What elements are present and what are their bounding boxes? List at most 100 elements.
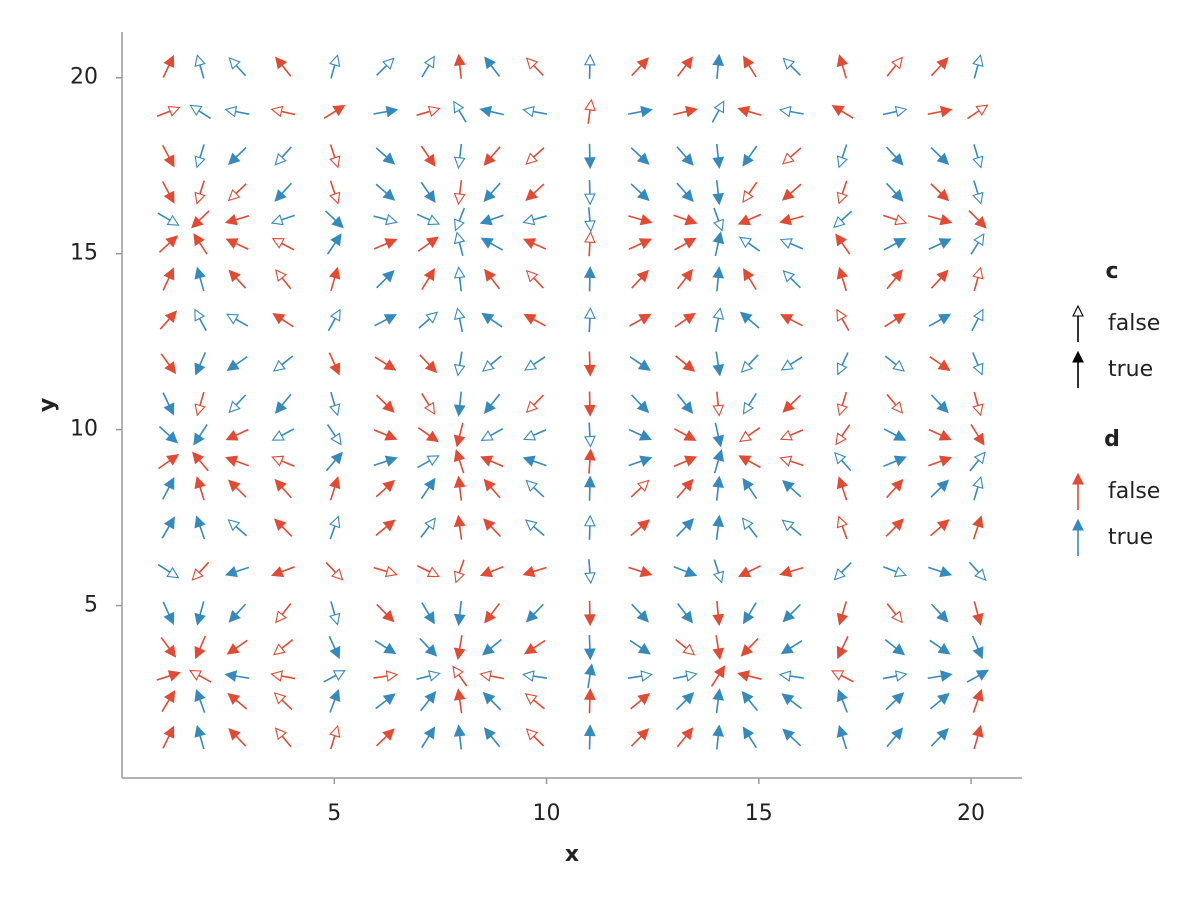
arrow-shaft [329,699,336,713]
arrow-shaft [630,525,642,537]
arrow-head [972,476,984,490]
arrow-head [1072,472,1084,485]
arrow [228,269,247,289]
arrow-shaft [747,110,762,117]
arrow [453,53,466,79]
arrow-head [226,643,240,655]
arrow-shaft [323,110,337,119]
arrow-shaft [883,428,897,437]
arrow [966,669,989,683]
arrow-head [424,517,437,531]
arrow [224,670,250,682]
arrow-shaft [533,486,545,498]
arrow [930,57,949,77]
arrow-shaft [198,674,212,683]
arrow-head [426,566,440,578]
arrow [156,105,181,117]
arrow [522,565,547,578]
arrow-shaft [885,146,897,158]
arrow [971,308,984,332]
arrow-head [584,572,596,585]
arrow-head [522,238,537,249]
arrow-shaft [281,393,292,406]
arrow-shaft [373,215,388,221]
arrow-head [424,690,437,704]
arrow [583,688,596,714]
arrow [228,57,247,77]
arrow [741,690,758,712]
arrow-shaft [235,355,248,366]
arrow-head [480,455,494,467]
arrow-head [423,726,436,740]
arrow [329,724,341,750]
arrow-shaft [971,318,980,332]
arrow-shaft [161,525,170,539]
arrow [416,565,440,578]
arrow-head [424,360,438,374]
arrow [883,566,908,578]
arrow [836,601,849,626]
arrow [326,233,342,255]
arrow [583,266,596,292]
arrow [712,307,725,333]
arrow-head [973,432,985,446]
arrow-head [332,104,346,117]
arrow-head [163,725,175,739]
arrow-head [275,56,288,70]
arrow-shaft [631,603,642,615]
arrow [972,724,984,750]
arrow [375,728,395,747]
arrow [928,428,952,441]
arrow-shaft [199,699,206,713]
arrow-shaft [376,64,388,76]
arrow-head [479,670,492,682]
arrow-shaft [927,110,942,115]
arrow-head [453,100,465,114]
arrow-shaft [630,147,642,158]
arrow [836,635,849,660]
arrow [194,391,206,417]
arrow [782,394,802,413]
arrow [782,479,802,498]
arrow-shaft [713,459,720,474]
arrow-head [524,693,538,705]
arrow-shaft [674,242,688,251]
arrow [885,182,904,202]
arrow [739,427,761,443]
arrow-head [453,688,466,701]
arrow [630,692,651,710]
arrow [271,455,295,468]
arrow-shaft [490,675,505,680]
arrow-shaft [789,394,802,406]
arrow-head [227,519,241,532]
arrow [453,266,466,292]
arrow-head [890,610,903,624]
arrow-shaft [374,356,388,366]
arrow-shaft [327,318,336,332]
arrow-head [834,451,847,465]
arrow-shaft [162,64,170,79]
arrow-shaft [420,486,430,500]
arrow-head [482,359,495,372]
arrow-head [639,455,653,467]
arrow [781,147,802,165]
arrow-head [423,401,436,415]
arrow-head [682,312,696,325]
arrow [483,478,501,499]
arrow-head [893,455,907,467]
arrow [328,54,341,79]
arrow-shaft [158,425,171,437]
arrow-shaft [715,351,720,366]
arrow-shaft [156,674,171,681]
arrow [742,726,758,749]
arrow-shaft [458,486,463,501]
arrow [453,231,466,257]
arrow [676,727,694,748]
arrow-shaft [458,109,467,123]
arrow-head [453,647,466,661]
arrow-shaft [969,459,980,472]
arrow-shaft [841,277,848,292]
arrow-shaft [158,242,171,253]
arrow [737,670,762,682]
arrow-shaft [886,277,897,290]
